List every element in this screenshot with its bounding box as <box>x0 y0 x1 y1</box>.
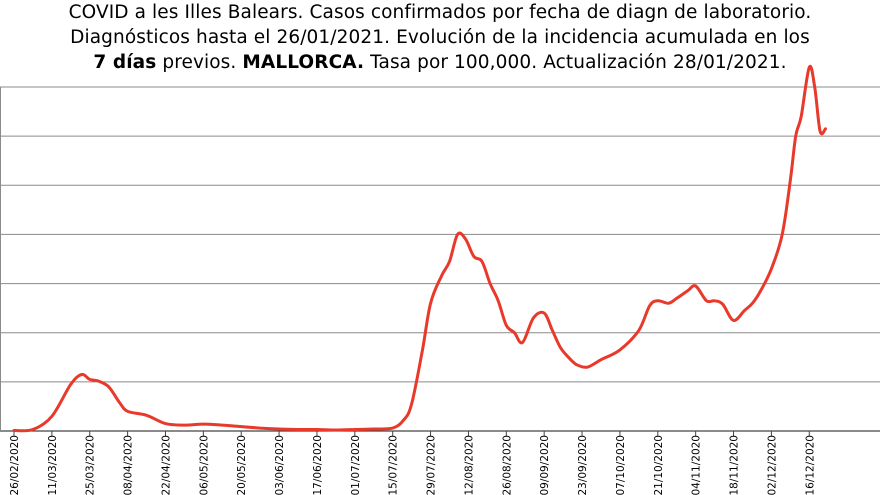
x-tick-label: 25/03/2020 <box>85 435 97 495</box>
x-axis-ticks <box>13 431 810 436</box>
title-bold-days: 7 días <box>93 52 157 73</box>
x-tick-label: 26/08/2020 <box>501 435 513 495</box>
x-tick-label: 01/07/2020 <box>350 435 362 495</box>
title-mid: previos. <box>156 52 243 73</box>
title-line-3: 7 días previos. MALLORCA. Tasa por 100,0… <box>0 50 880 75</box>
title-line-1: COVID a les Illes Balears. Casos confirm… <box>68 2 812 23</box>
x-tick-label: 23/09/2020 <box>577 435 589 495</box>
x-tick-label: 11/03/2020 <box>47 435 59 495</box>
x-tick-label: 04/11/2020 <box>691 435 703 495</box>
gridlines <box>0 86 880 432</box>
x-tick-label: 21/10/2020 <box>653 435 665 495</box>
x-tick-label: 15/07/2020 <box>388 435 400 495</box>
x-tick-label: 20/05/2020 <box>236 435 248 495</box>
title-line-2: Diagnósticos hasta el 26/01/2021. Evoluc… <box>70 27 810 48</box>
x-tick-label: 02/12/2020 <box>766 435 778 495</box>
title-end: Tasa por 100,000. Actualización 28/01/20… <box>364 52 787 73</box>
x-tick-label: 06/05/2020 <box>198 435 210 495</box>
x-axis-labels: 26/02/2020 11/03/2020 25/03/2020 08/04/2020… <box>9 435 816 495</box>
x-tick-label: 18/11/2020 <box>729 435 741 495</box>
x-tick-label: 22/04/2020 <box>160 435 172 495</box>
x-tick-label: 12/08/2020 <box>463 435 475 495</box>
x-tick-label: 03/06/2020 <box>274 435 286 495</box>
title-bold-region: MALLORCA. <box>242 52 365 73</box>
series-layer <box>12 64 827 433</box>
x-tick-label: 07/10/2020 <box>615 435 627 495</box>
x-tick-label: 29/07/2020 <box>426 435 438 495</box>
chart-title: COVID a les Illes Balears. Casos confirm… <box>0 0 880 75</box>
x-tick-label: 26/02/2020 <box>9 435 21 495</box>
x-tick-label: 17/06/2020 <box>312 435 324 495</box>
series-line <box>12 64 827 433</box>
x-tick-label: 16/12/2020 <box>804 435 816 495</box>
x-tick-label: 08/04/2020 <box>123 435 135 495</box>
x-tick-label: 09/09/2020 <box>539 435 551 495</box>
